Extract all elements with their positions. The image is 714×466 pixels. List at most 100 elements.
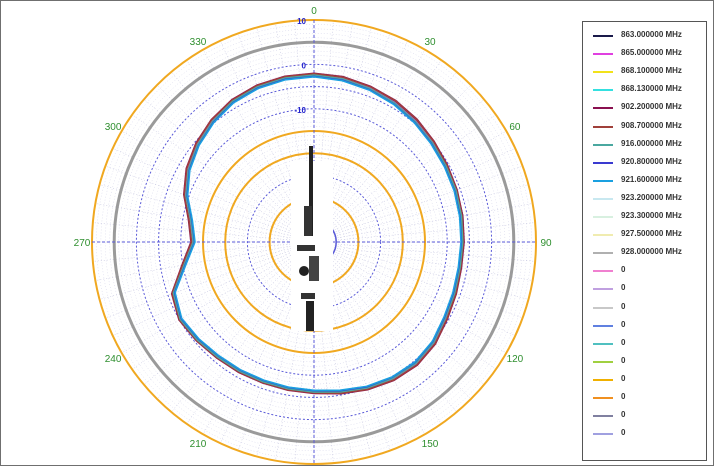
spoke bbox=[132, 241, 315, 370]
angle-label-90: 90 bbox=[540, 238, 552, 249]
antenna-image bbox=[291, 146, 333, 331]
angle-label-300: 300 bbox=[105, 122, 122, 133]
legend-label: 0 bbox=[621, 410, 626, 420]
minor-ring bbox=[216, 144, 412, 340]
radial-label: 10 bbox=[297, 17, 306, 26]
legend-swatch bbox=[593, 234, 613, 237]
antenna-part bbox=[297, 245, 315, 251]
legend-swatch bbox=[593, 161, 613, 164]
legend-label: 0 bbox=[621, 392, 626, 401]
legend-swatch bbox=[593, 270, 613, 273]
legend-label: 0 bbox=[621, 319, 626, 329]
legend-item: 928.000000 MHz bbox=[583, 244, 706, 262]
antenna-part bbox=[309, 256, 319, 281]
series-line-8 bbox=[174, 75, 462, 392]
legend-label: 868.100000 MHz bbox=[621, 66, 682, 76]
legend-label: 0 bbox=[621, 265, 626, 275]
legend-label: 868.130000 MHz bbox=[621, 84, 682, 94]
radial-label: -10 bbox=[294, 106, 306, 115]
legend-label: 0 bbox=[621, 428, 626, 438]
minor-ring bbox=[131, 59, 497, 425]
legend-swatch bbox=[593, 415, 613, 418]
antenna-part bbox=[299, 266, 309, 276]
legend-swatch bbox=[593, 179, 613, 182]
angle-label-120: 120 bbox=[507, 354, 524, 365]
legend-item: 0 bbox=[583, 262, 706, 280]
legend-label: 0 bbox=[621, 301, 626, 311]
angle-label-210: 210 bbox=[190, 439, 207, 450]
legend-item: 863.000000 MHz bbox=[583, 27, 706, 45]
legend-swatch bbox=[593, 53, 613, 56]
antenna-part bbox=[301, 293, 315, 299]
angle-label-150: 150 bbox=[422, 439, 439, 450]
antenna-part bbox=[306, 301, 314, 331]
legend-item: 902.200000 MHz bbox=[583, 99, 706, 117]
legend-swatch bbox=[593, 143, 613, 146]
legend-swatch bbox=[593, 107, 613, 110]
legend-item: 923.300000 MHz bbox=[583, 208, 706, 226]
legend-item: 0 bbox=[583, 389, 706, 407]
legend-swatch bbox=[593, 324, 613, 327]
legend-swatch bbox=[593, 89, 613, 92]
legend-swatch bbox=[593, 288, 613, 291]
legend-item: 0 bbox=[583, 335, 706, 353]
legend-label: 921.600000 MHz bbox=[621, 174, 682, 184]
legend-label: 0 bbox=[621, 355, 626, 365]
angle-label-30: 30 bbox=[424, 37, 436, 48]
series-line-5 bbox=[171, 72, 465, 395]
minor-ring bbox=[171, 99, 457, 385]
legend-label: 0 bbox=[621, 373, 626, 383]
minor-ring bbox=[96, 24, 532, 460]
legend-label: 865.000000 MHz bbox=[621, 48, 682, 58]
legend-item: 923.200000 MHz bbox=[583, 190, 706, 208]
legend-item: 916.000000 MHz bbox=[583, 136, 706, 154]
legend-label: 0 bbox=[621, 337, 626, 347]
minor-ring bbox=[251, 179, 377, 305]
series-line-6 bbox=[172, 74, 464, 393]
legend-item: 0 bbox=[583, 317, 706, 335]
minor-ring bbox=[287, 215, 341, 269]
legend-label: 916.000000 MHz bbox=[621, 138, 682, 148]
legend-item: 868.100000 MHz bbox=[583, 63, 706, 81]
legend-item: 0 bbox=[583, 407, 706, 425]
legend-label: 928.000000 MHz bbox=[621, 247, 682, 257]
legend-swatch bbox=[593, 378, 613, 381]
legend-swatch bbox=[593, 433, 613, 436]
antenna-part bbox=[304, 206, 312, 236]
legend-label: 923.200000 MHz bbox=[621, 192, 682, 202]
angle-label-270: 270 bbox=[74, 238, 91, 249]
antenna-part bbox=[309, 146, 313, 236]
legend-swatch bbox=[593, 216, 613, 218]
legend-item: 865.000000 MHz bbox=[583, 45, 706, 63]
legend-swatch bbox=[593, 125, 613, 128]
minor-ring bbox=[176, 104, 452, 380]
legend-label: 920.800000 MHz bbox=[621, 156, 682, 166]
legend-item: 927.500000 MHz bbox=[583, 226, 706, 244]
angle-label-0: 0 bbox=[311, 6, 317, 17]
legend-label: 902.200000 MHz bbox=[621, 102, 682, 112]
legend-swatch bbox=[593, 71, 613, 74]
legend-swatch bbox=[593, 197, 613, 200]
angle-label-60: 60 bbox=[509, 122, 521, 133]
legend-label: 0 bbox=[621, 283, 626, 293]
angle-label-240: 240 bbox=[105, 354, 122, 365]
legend-item: 0 bbox=[583, 280, 706, 298]
legend-item: 0 bbox=[583, 353, 706, 371]
legend-item: 0 bbox=[583, 425, 706, 443]
legend-swatch bbox=[593, 342, 613, 345]
legend-label: 927.500000 MHz bbox=[621, 229, 682, 239]
legend: 863.000000 MHz 865.000000 MHz 868.100000 M… bbox=[582, 21, 707, 461]
legend-item: 0 bbox=[583, 299, 706, 317]
legend-swatch bbox=[593, 252, 613, 255]
angle-label-330: 330 bbox=[190, 37, 207, 48]
legend-label: 863.000000 MHz bbox=[621, 30, 682, 39]
legend-label: 908.700000 MHz bbox=[621, 120, 682, 130]
legend-item: 921.600000 MHz bbox=[583, 172, 706, 190]
legend-swatch bbox=[593, 35, 613, 37]
legend-label: 923.300000 MHz bbox=[621, 211, 682, 220]
legend-item: 920.800000 MHz bbox=[583, 154, 706, 172]
radial-label: 0 bbox=[302, 61, 307, 70]
ring bbox=[135, 63, 493, 421]
